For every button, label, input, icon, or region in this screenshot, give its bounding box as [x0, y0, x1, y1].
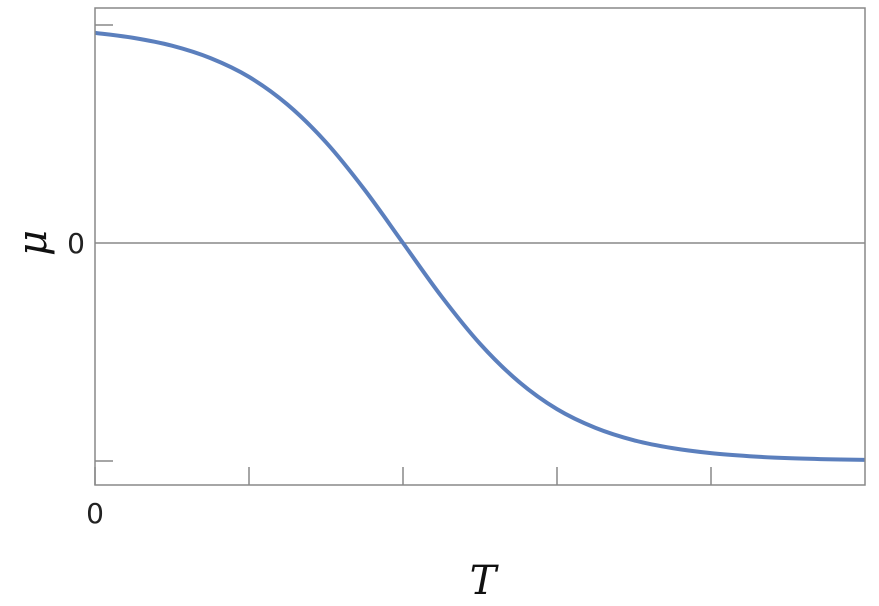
plot-frame [94, 7, 866, 486]
y-tick-label: 0 [67, 227, 85, 260]
x-tick-label: 0 [86, 497, 104, 530]
tick-labels: 00 [67, 227, 104, 530]
y-axis-label: μ [10, 230, 56, 256]
x-axis-label: T [470, 558, 500, 604]
ticks [94, 24, 712, 485]
series-line [94, 30, 866, 462]
